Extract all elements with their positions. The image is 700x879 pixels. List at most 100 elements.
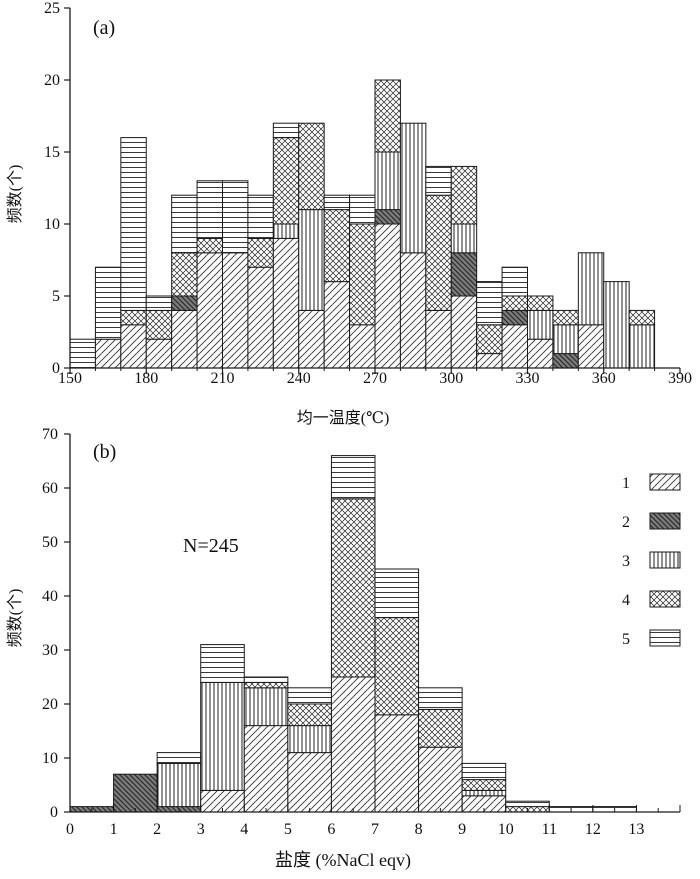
bar-a-bin8-type3 [272, 223, 300, 239]
bar-b-bin10-type5 [505, 800, 550, 808]
bar-a-bin2-type4 [120, 309, 147, 326]
bar-a-bin20-type1 [577, 324, 605, 369]
bar-a-bin5-type5 [196, 180, 223, 239]
x-tick-label-b-8: 8 [415, 821, 423, 838]
x-tick-label-b-12: 12 [585, 821, 601, 838]
bar-a-bin9-type4 [298, 122, 325, 211]
bar-a-bin13-type1 [399, 252, 427, 369]
bar-a-bin3-type5 [145, 295, 173, 311]
x-tick-label-b-2: 2 [153, 821, 161, 838]
bar-b-bin4-type3 [243, 687, 289, 727]
bar-b-bin5-type3 [287, 725, 332, 754]
bar-a-bin1-type1 [94, 338, 122, 369]
bar-a-bin5-type4 [196, 237, 223, 254]
bar-a-bin15-type1 [450, 295, 478, 369]
bar-a-bin11-type1 [349, 324, 376, 369]
bar-a-bin15-type2 [450, 252, 478, 297]
panel-b-x-axis: 0 1 2 3 4 5 6 7 8 9 10 11 12 13 [66, 805, 681, 838]
x-tick-label-b-1: 1 [110, 821, 118, 838]
y-tick-label-b-6: 60 [42, 480, 58, 497]
bar-b-bin7-type4 [374, 617, 420, 716]
panel-a-x-axis: 150 180 210 240 270 300 330 360 390 [58, 367, 692, 387]
legend-swatch-5 [649, 629, 681, 647]
x-tick-label-b-10: 10 [498, 821, 514, 838]
x-tick-label-b-9: 9 [458, 821, 466, 838]
bar-a-bin6-type5 [222, 180, 249, 254]
bar-a-bin19-type4 [552, 309, 579, 326]
x-tick-label-b-4: 4 [240, 821, 248, 838]
bar-a-bin21-type3 [603, 281, 630, 369]
panel-a-x-axis-title: 均一温度(℃) [297, 409, 390, 427]
legend-swatch-4 [649, 590, 681, 608]
bar-a-bin12-type3 [374, 151, 401, 211]
legend-label-2: 2 [622, 514, 630, 531]
bar-a-bin2-type5 [120, 137, 147, 311]
x-tick-label-b-6: 6 [327, 821, 335, 838]
legend-label-3: 3 [622, 553, 630, 570]
y-tick-label-b-1: 10 [42, 750, 58, 767]
bar-a-bin17-type1 [501, 324, 529, 369]
bar-a-bin6-type1 [222, 252, 249, 369]
x-tick-label-a-8: 390 [668, 370, 692, 387]
y-tick-label-a-0: 0 [52, 360, 60, 377]
bar-b-bin6-type4 [330, 498, 376, 678]
bar-b-bin5-type4 [287, 703, 332, 727]
panel-a-label: (a) [93, 17, 115, 39]
bar-b-bin6-type1 [330, 676, 376, 813]
y-tick-label-b-2: 20 [42, 696, 58, 713]
bar-b-bin4-type5 [243, 676, 289, 683]
bar-b-bin3-type5 [200, 644, 245, 683]
y-tick-label-a-1: 5 [52, 288, 60, 305]
bar-a-bin18-type4 [527, 295, 554, 311]
x-tick-label-b-5: 5 [284, 821, 292, 838]
bar-a-bin17-type5 [501, 266, 529, 297]
y-tick-label-a-2: 10 [44, 216, 60, 233]
bar-a-bin18-type3 [527, 309, 554, 340]
bar-b-bin6-type5 [330, 455, 376, 500]
bar-a-bin13-type3 [399, 122, 427, 254]
y-tick-label-b-0: 0 [50, 804, 58, 821]
bar-b-bin8-type5 [418, 687, 463, 710]
bar-a-bin4-type2 [171, 295, 198, 311]
bar-a-bin9-type1 [298, 309, 325, 369]
panel-a: 0 5 10 15 20 25 150 180 210 240 270 300 330 360 390 (… [6, 0, 692, 427]
bar-a-bin22-type4 [628, 309, 656, 326]
bar-a-bin5-type1 [196, 252, 223, 369]
panel-b-y-axis: 0 10 20 30 40 50 60 70 [42, 426, 71, 821]
bar-a-bin19-type2 [552, 353, 579, 369]
panel-b-bars [69, 455, 637, 813]
bar-a-bin3-type4 [145, 309, 173, 340]
bar-a-bin4-type1 [171, 309, 198, 369]
x-tick-label-a-0: 150 [58, 370, 82, 387]
x-tick-label-a-1: 180 [134, 370, 158, 387]
bar-b-bin1-type2 [113, 773, 158, 813]
bar-a-bin7-type5 [247, 194, 274, 239]
bar-a-bin15-type3 [450, 223, 478, 254]
x-tick-label-b-0: 0 [66, 821, 74, 838]
y-tick-label-b-4: 40 [42, 588, 58, 605]
bar-a-bin7-type4 [247, 237, 274, 268]
bar-a-bin19-type3 [552, 324, 579, 355]
x-tick-label-b-7: 7 [371, 821, 379, 838]
y-tick-label-b-5: 50 [42, 534, 58, 551]
bar-a-bin12-type4 [374, 79, 401, 153]
bar-b-bin7-type1 [374, 714, 420, 813]
bar-b-bin9-type4 [461, 779, 507, 791]
bar-a-bin1-type5 [94, 266, 122, 340]
bar-b-bin7-type5 [374, 568, 420, 619]
bar-b-bin5-type1 [287, 752, 332, 813]
bar-a-bin20-type3 [577, 252, 605, 326]
x-tick-label-a-5: 300 [439, 370, 463, 387]
y-tick-label-b-3: 30 [42, 642, 58, 659]
x-tick-label-b-3: 3 [197, 821, 205, 838]
panel-a-bars [69, 79, 656, 369]
bar-a-bin17-type2 [501, 309, 529, 326]
legend-swatch-1 [649, 473, 681, 491]
bar-a-bin10-type5 [323, 194, 351, 211]
panel-b-label: (b) [93, 441, 116, 463]
bar-b-bin8-type4 [418, 708, 463, 748]
bar-b-bin4-type4 [243, 681, 289, 689]
bar-a-bin7-type1 [247, 266, 274, 369]
